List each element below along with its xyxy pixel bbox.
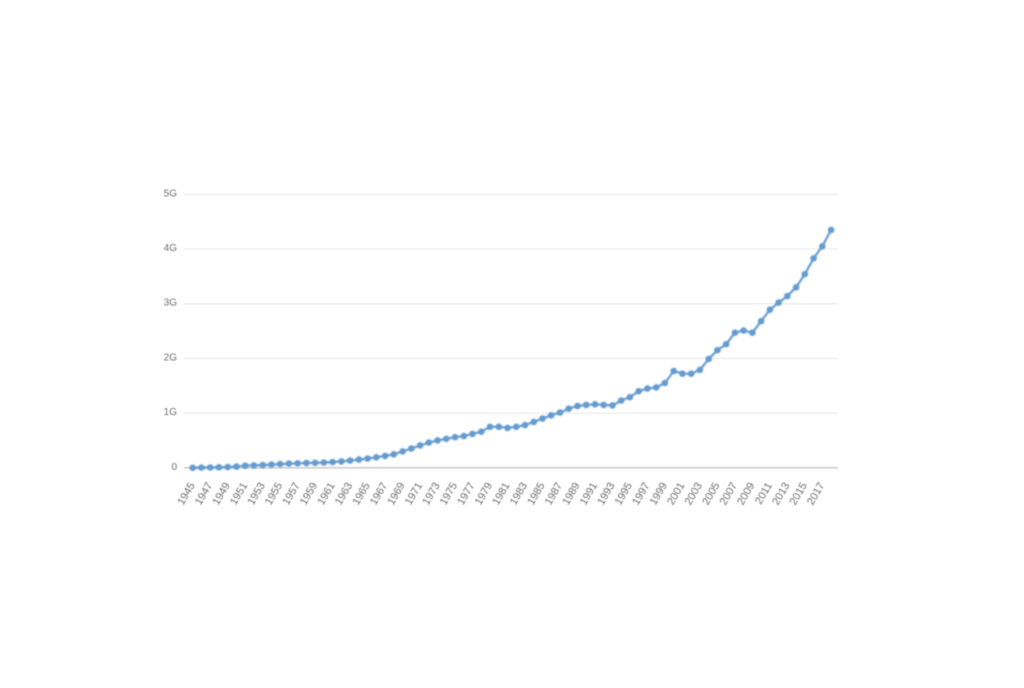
svg-text:2017: 2017 <box>805 481 827 508</box>
svg-text:3G: 3G <box>164 298 178 309</box>
svg-text:2G: 2G <box>164 352 178 363</box>
svg-text:5G: 5G <box>164 188 178 199</box>
svg-text:4G: 4G <box>164 243 178 254</box>
svg-text:0: 0 <box>171 462 177 473</box>
svg-text:2009: 2009 <box>735 481 757 508</box>
svg-text:1G: 1G <box>164 407 178 418</box>
